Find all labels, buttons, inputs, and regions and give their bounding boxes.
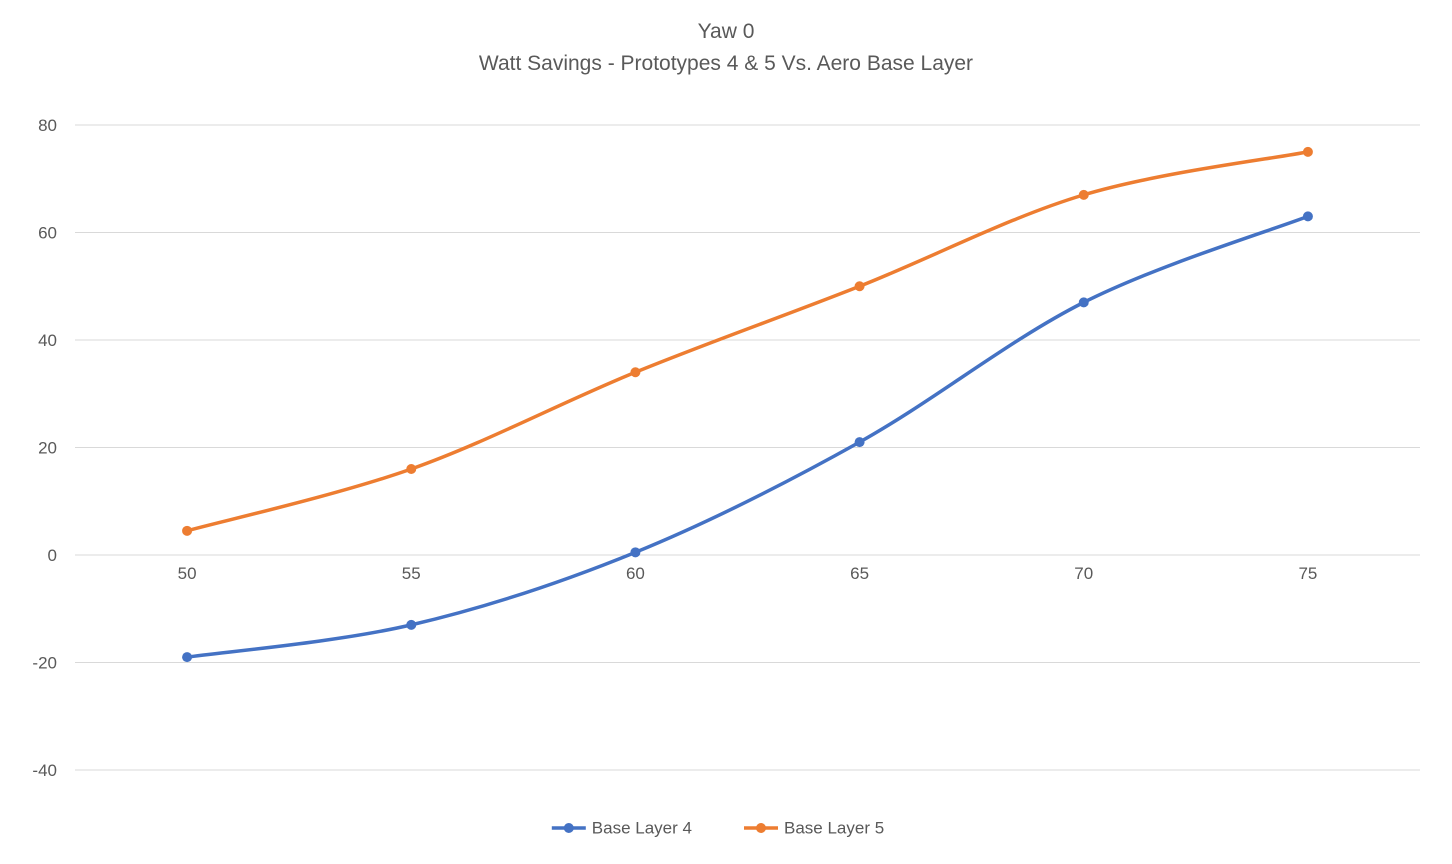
y-tick-label: 80 <box>38 116 57 135</box>
series-marker <box>630 367 640 377</box>
series-marker <box>1303 211 1313 221</box>
y-tick-label: 0 <box>48 546 57 565</box>
x-tick-label: 60 <box>626 564 645 583</box>
series-marker <box>406 620 416 630</box>
x-tick-label: 75 <box>1298 564 1317 583</box>
line-chart: Yaw 0 Watt Savings - Prototypes 4 & 5 Vs.… <box>0 0 1452 864</box>
series-marker <box>855 281 865 291</box>
y-tick-label: 40 <box>38 331 57 350</box>
y-tick-label: -40 <box>32 761 57 780</box>
series-marker <box>182 526 192 536</box>
series-marker <box>630 547 640 557</box>
x-tick-label: 70 <box>1074 564 1093 583</box>
series-marker <box>1079 190 1089 200</box>
x-tick-label: 65 <box>850 564 869 583</box>
series-marker <box>1303 147 1313 157</box>
y-tick-label: 20 <box>38 439 57 458</box>
legend-label: Base Layer 5 <box>784 818 884 837</box>
y-tick-label: 60 <box>38 224 57 243</box>
legend-marker <box>564 823 574 833</box>
series-marker <box>406 464 416 474</box>
chart-title-line2: Watt Savings - Prototypes 4 & 5 Vs. Aero… <box>479 52 973 75</box>
legend-marker <box>756 823 766 833</box>
chart-background <box>0 0 1452 864</box>
legend-label: Base Layer 4 <box>592 818 692 837</box>
y-tick-label: -20 <box>32 654 57 673</box>
series-marker <box>182 652 192 662</box>
chart-container: Yaw 0 Watt Savings - Prototypes 4 & 5 Vs.… <box>0 0 1452 864</box>
x-tick-label: 55 <box>402 564 421 583</box>
series-marker <box>1079 297 1089 307</box>
chart-title-line1: Yaw 0 <box>698 20 755 43</box>
series-marker <box>855 437 865 447</box>
x-tick-label: 50 <box>178 564 197 583</box>
